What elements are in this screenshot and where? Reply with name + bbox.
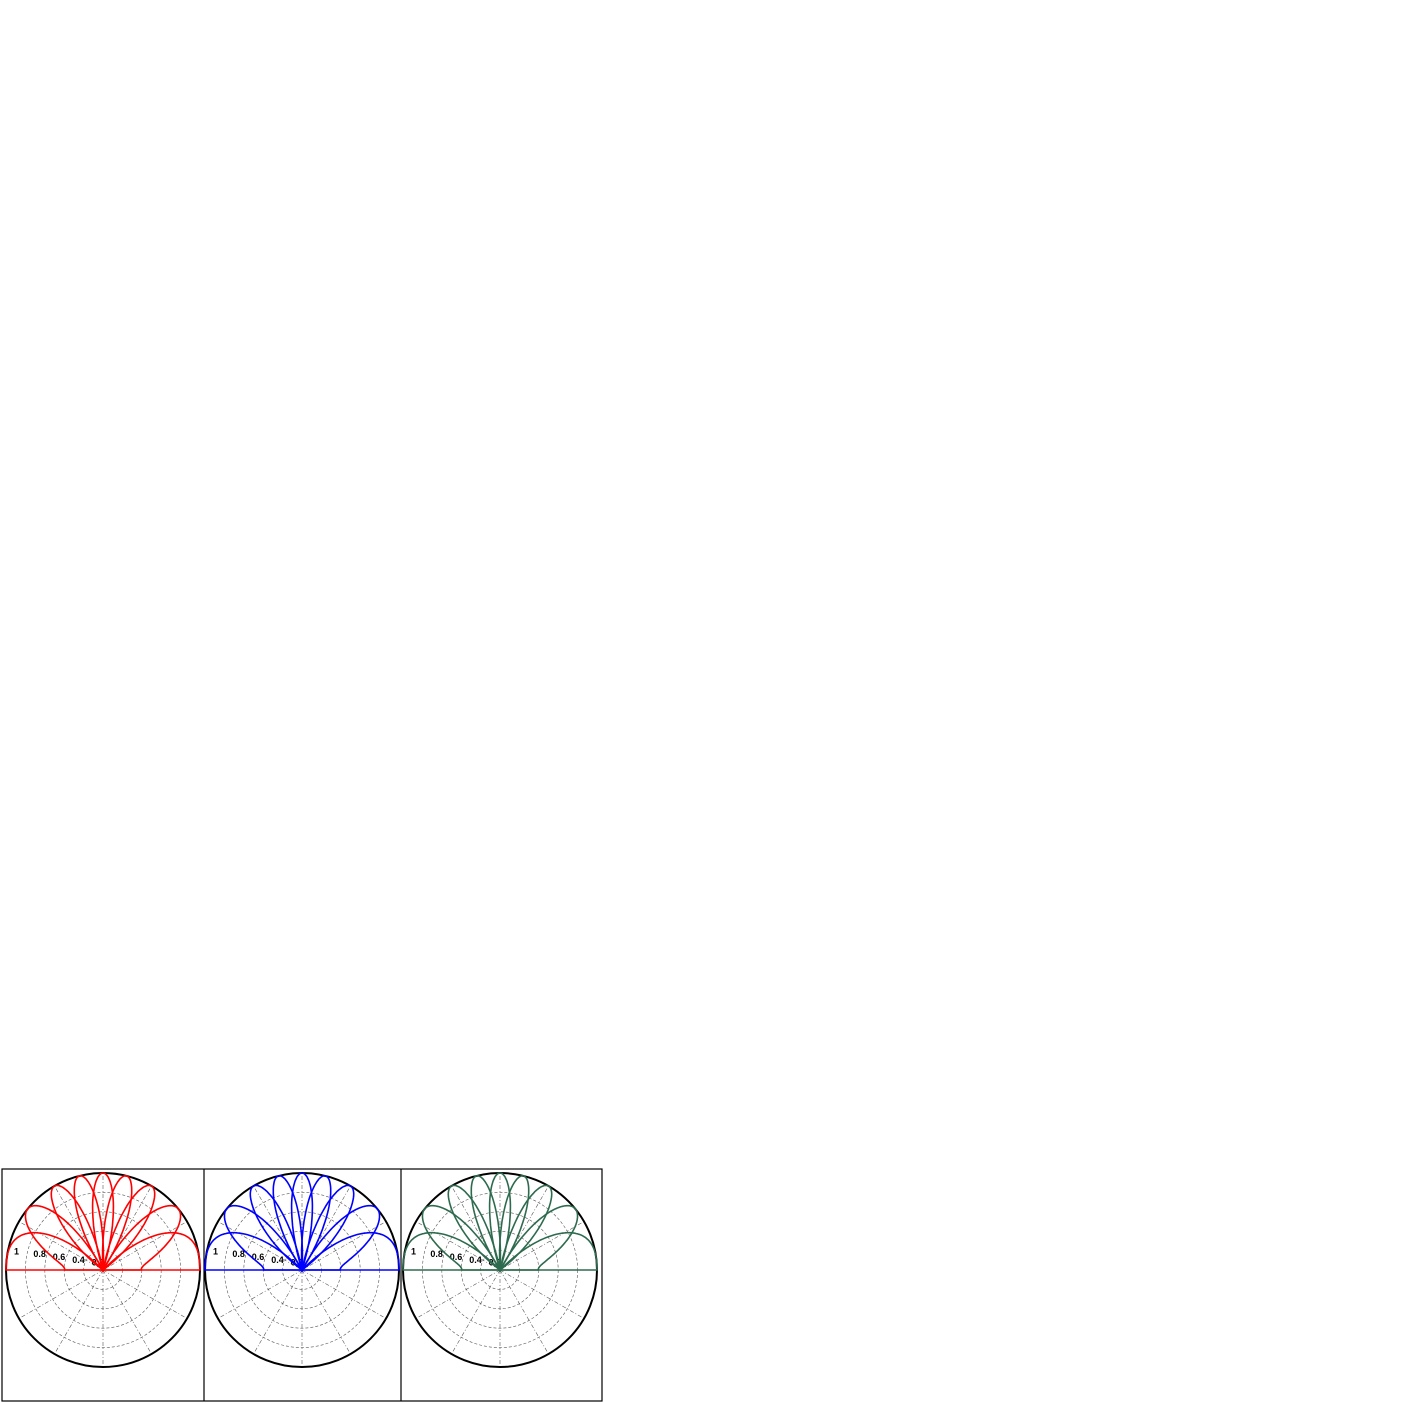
- beam-lobe: [402, 1231, 502, 1271]
- r-tick-label: 1: [213, 1246, 218, 1256]
- beam-lobe: [249, 1184, 304, 1272]
- beam-lobe: [101, 1231, 201, 1271]
- spoke-grid-line: [301, 1269, 351, 1355]
- spoke-grid-line: [102, 1269, 152, 1355]
- r-tick-label: 0.6: [53, 1252, 66, 1262]
- beam-lobe: [498, 1184, 553, 1272]
- r-tick-label: 0.4: [72, 1255, 85, 1265]
- beam-lobe: [91, 1172, 115, 1273]
- beam-lobe: [223, 1204, 304, 1271]
- spoke-grid-line: [18, 1221, 104, 1271]
- beam-lobe: [272, 1174, 304, 1273]
- beam-lobe: [447, 1184, 502, 1272]
- spoke-grid-line: [253, 1185, 303, 1271]
- beam-lobe: [204, 1231, 304, 1271]
- spoke-grid-line: [102, 1185, 152, 1271]
- r-tick-label: 0.8: [430, 1249, 443, 1259]
- frame: [1, 1168, 603, 1402]
- spoke-grid-line: [301, 1269, 387, 1319]
- beam-lobe: [300, 1184, 355, 1272]
- beam-lobe: [290, 1172, 314, 1273]
- spoke-grid-line: [18, 1269, 104, 1319]
- spoke-grid-line: [499, 1185, 549, 1271]
- beam-lobe: [50, 1184, 105, 1272]
- beam-lobe: [101, 1174, 133, 1273]
- r-tick-label: 0.4: [271, 1255, 284, 1265]
- spoke-grid-line: [301, 1221, 387, 1271]
- spoke-grid-line: [451, 1185, 501, 1271]
- beam-lobe: [421, 1204, 502, 1271]
- r-tick-label: 0.8: [33, 1249, 46, 1259]
- spoke-grid-line: [102, 1269, 188, 1319]
- spoke-grid-line: [54, 1185, 104, 1271]
- spoke-grid-line: [102, 1221, 188, 1271]
- r-tick-label: 0.6: [252, 1252, 265, 1262]
- spoke-grid-line: [54, 1269, 104, 1355]
- beam-lobe: [24, 1204, 105, 1271]
- spoke-grid-line: [499, 1269, 549, 1355]
- beam-lobe: [101, 1184, 156, 1272]
- spoke-grid-line: [301, 1185, 351, 1271]
- beam-lobe: [470, 1174, 502, 1273]
- spoke-grid-line: [217, 1269, 303, 1319]
- beam-lobe: [300, 1231, 400, 1271]
- r-tick-label: 0.4: [469, 1255, 482, 1265]
- beam-lobe: [498, 1231, 598, 1271]
- r-tick-label: 0.6: [450, 1252, 463, 1262]
- r-tick-label: 1: [14, 1246, 19, 1256]
- spoke-grid-line: [217, 1221, 303, 1271]
- beam-lobe: [5, 1231, 105, 1271]
- beam-lobe: [498, 1204, 579, 1271]
- beam-lobe: [300, 1174, 332, 1273]
- spoke-grid-line: [415, 1269, 501, 1319]
- beam-lobe: [73, 1174, 105, 1273]
- spoke-grid-line: [499, 1269, 585, 1319]
- r-tick-label: 1: [411, 1246, 416, 1256]
- spoke-grid-line: [499, 1221, 585, 1271]
- spoke-grid-line: [451, 1269, 501, 1355]
- r-tick-label: 0.8: [232, 1249, 245, 1259]
- beam-lobe: [488, 1172, 512, 1273]
- spoke-grid-line: [415, 1221, 501, 1271]
- spoke-grid-line: [253, 1269, 303, 1355]
- beam-lobe: [300, 1204, 381, 1271]
- beam-lobe: [101, 1204, 182, 1271]
- beam-lobe: [498, 1174, 530, 1273]
